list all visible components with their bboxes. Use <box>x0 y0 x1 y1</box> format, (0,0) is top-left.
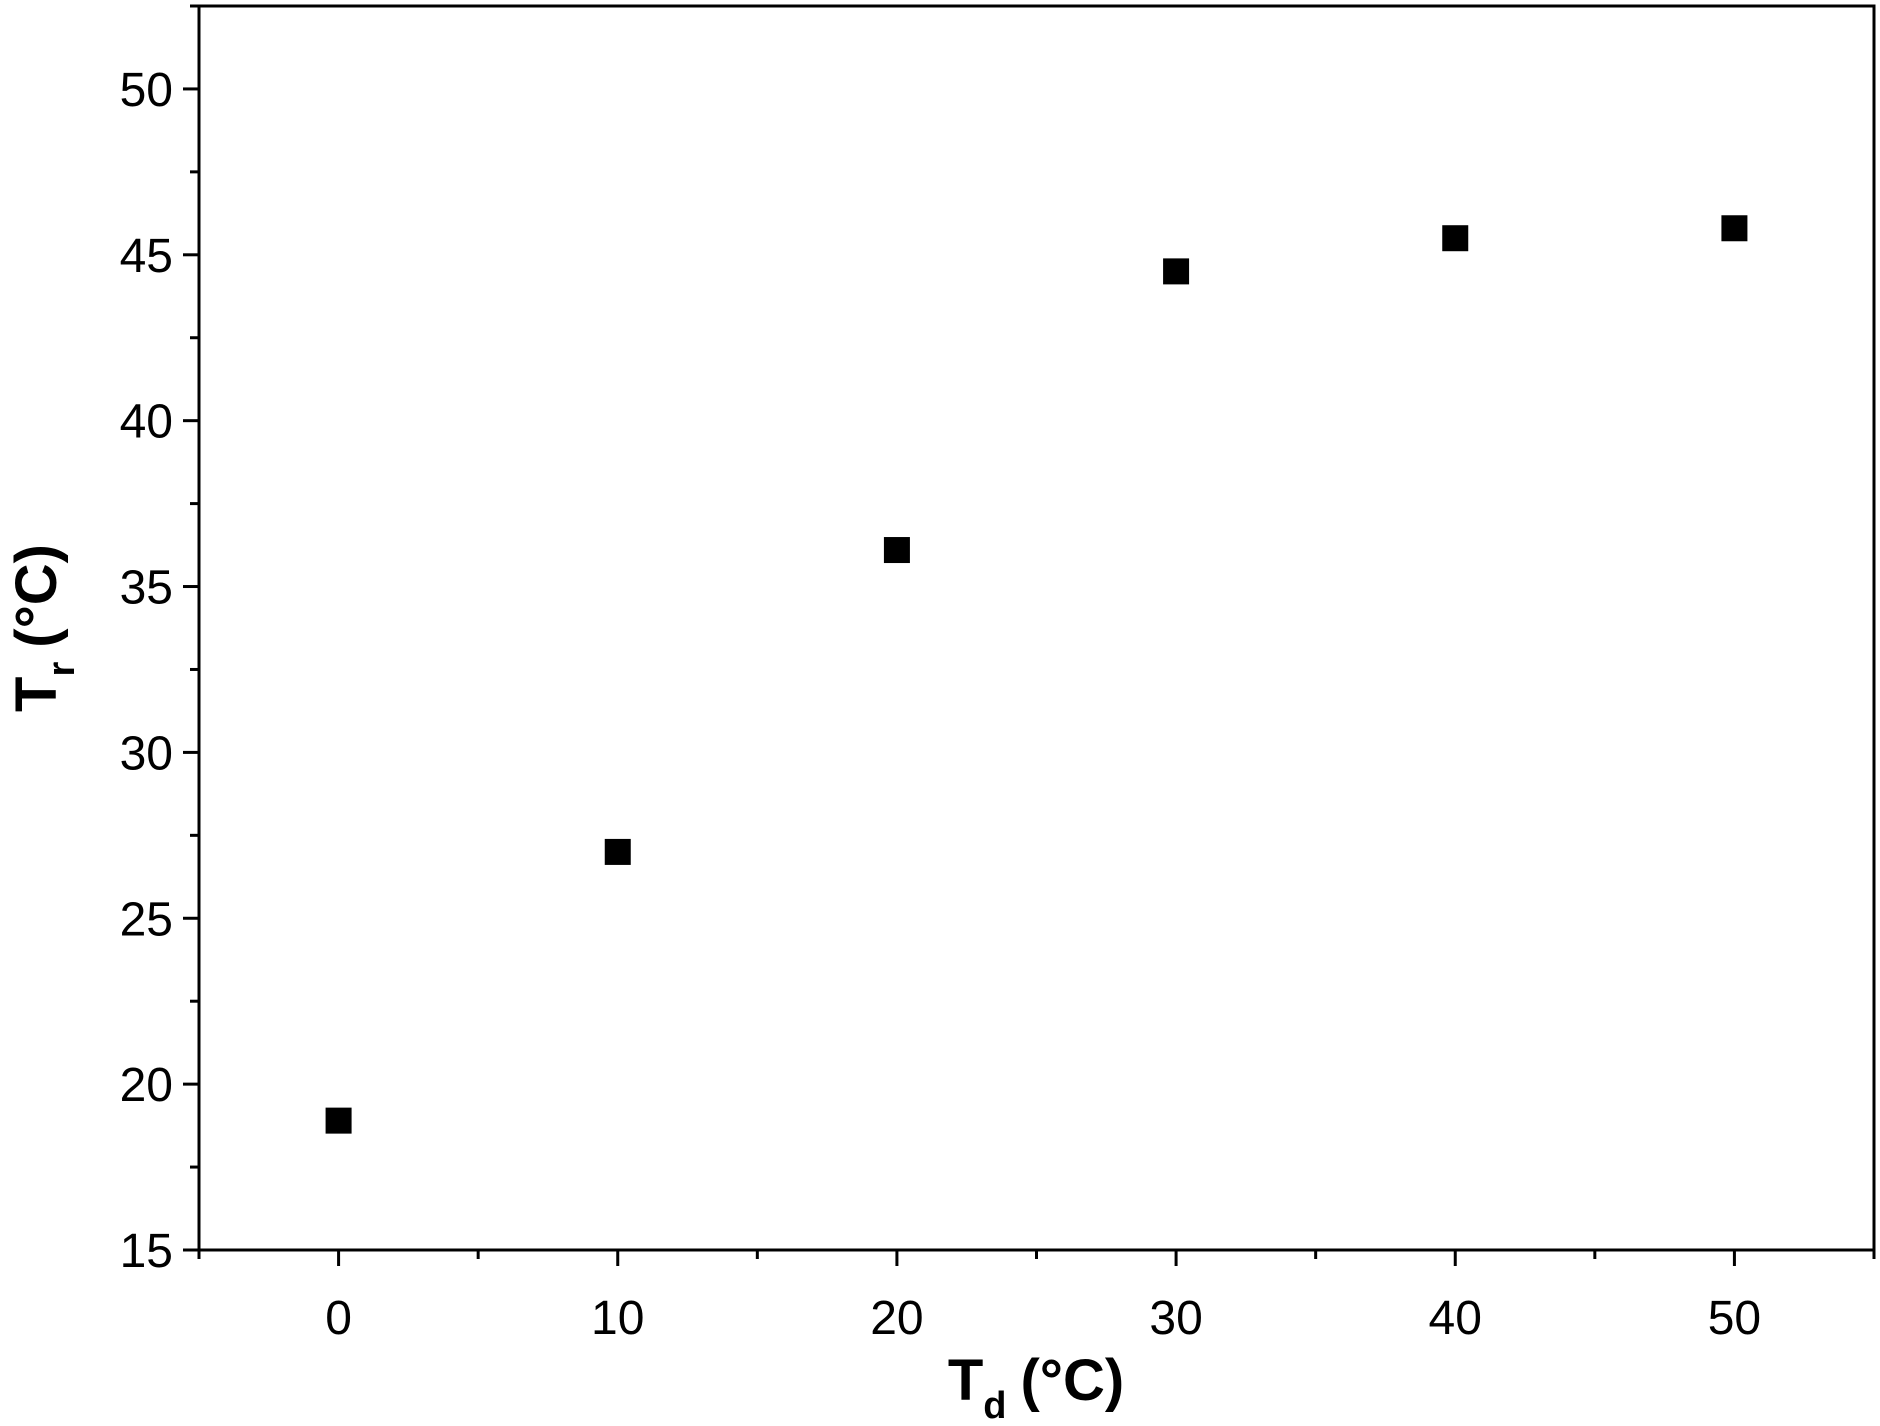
x-label-main: T <box>948 1348 983 1413</box>
y-label-main: T <box>4 677 69 712</box>
marker <box>325 1107 352 1134</box>
marker <box>1721 215 1748 242</box>
plot-frame <box>197 4 1876 1252</box>
marker <box>1442 225 1469 252</box>
y-tick-label: 25 <box>120 893 173 946</box>
x-tick-label: 50 <box>1708 1292 1761 1345</box>
x-label-suffix: (°C) <box>1020 1348 1124 1413</box>
y-tick-label: 40 <box>120 396 173 449</box>
marker <box>1163 258 1190 285</box>
y-label-suffix: (°C) <box>4 544 69 648</box>
y-tick-label: 30 <box>120 727 173 780</box>
marker <box>604 838 631 865</box>
y-tick-label: 50 <box>120 64 173 117</box>
y-tick-label: 45 <box>120 230 173 283</box>
x-tick-label: 10 <box>591 1292 644 1345</box>
x-tick-label: 0 <box>325 1292 352 1345</box>
x-tick-label: 30 <box>1149 1292 1202 1345</box>
x-axis-label: Td (°C) <box>948 1348 1124 1426</box>
marker <box>883 537 910 564</box>
y-axis-label: Tr (°C) <box>4 544 83 712</box>
x-label-sub: d <box>983 1385 1006 1426</box>
y-tick-label: 35 <box>120 562 173 615</box>
y-label-sub: r <box>41 662 83 677</box>
x-tick-label: 20 <box>870 1292 923 1345</box>
x-tick-label: 40 <box>1429 1292 1482 1345</box>
y-tick-label: 15 <box>120 1225 173 1278</box>
y-tick-label: 20 <box>120 1059 173 1112</box>
